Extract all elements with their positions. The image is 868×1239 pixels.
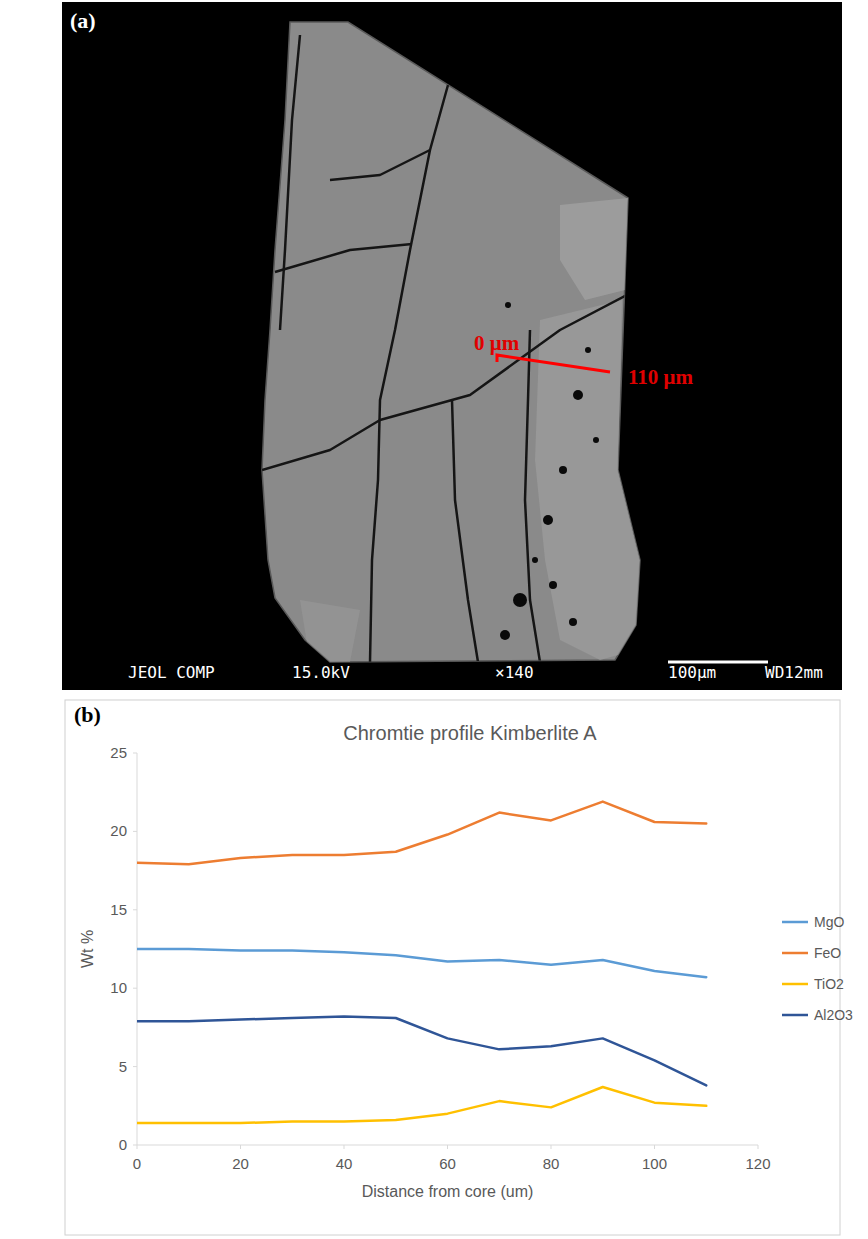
x-tick bbox=[447, 1145, 448, 1149]
figure: 0 μm 110 μm (a) JEOL COMP 15.0kV ×140 100μm WD1… bbox=[0, 0, 868, 1239]
info-bar-text: JEOL COMP bbox=[128, 663, 215, 682]
crack bbox=[452, 400, 478, 662]
info-bar-text: 15.0kV bbox=[292, 663, 350, 682]
info-bar-text: WD12mm bbox=[765, 663, 823, 682]
crack bbox=[370, 85, 448, 662]
scale-bar bbox=[668, 661, 768, 664]
inclusion bbox=[573, 390, 583, 400]
legend-swatch bbox=[782, 952, 808, 955]
y-axis-title: Wt % bbox=[79, 930, 96, 968]
x-tick bbox=[758, 1145, 759, 1149]
grain bbox=[262, 22, 640, 662]
x-tick-label: 100 bbox=[642, 1155, 667, 1172]
image-background bbox=[62, 2, 842, 690]
plot-area bbox=[137, 802, 706, 1123]
series-line bbox=[137, 802, 706, 865]
light-zone bbox=[560, 198, 628, 300]
y-tick-label: 0 bbox=[119, 1136, 127, 1153]
x-tick bbox=[654, 1145, 655, 1149]
legend-swatch bbox=[782, 1014, 808, 1017]
legend-swatch bbox=[782, 921, 808, 924]
image-panel: 0 μm 110 μm (a) JEOL COMP 15.0kV ×140 100μm WD1… bbox=[62, 2, 842, 690]
crack bbox=[280, 35, 300, 330]
y-tick-label: 10 bbox=[110, 979, 127, 996]
profile-start-label: 0 μm bbox=[474, 331, 520, 355]
profile-line bbox=[497, 355, 610, 372]
crack bbox=[330, 150, 430, 180]
y-tick bbox=[133, 1145, 137, 1146]
panel-label: (a) bbox=[70, 8, 96, 33]
inclusion bbox=[569, 618, 577, 626]
x-tick bbox=[240, 1145, 241, 1149]
y-tick bbox=[133, 753, 137, 754]
inclusion bbox=[585, 347, 591, 353]
inclusion bbox=[532, 557, 538, 563]
crack bbox=[262, 288, 640, 470]
inclusion bbox=[549, 581, 557, 589]
x-tick-label: 80 bbox=[543, 1155, 560, 1172]
chart-title: Chromtie profile Kimberlite A bbox=[343, 722, 597, 744]
x-tick-label: 40 bbox=[336, 1155, 353, 1172]
y-tick bbox=[133, 831, 137, 832]
panel-label: (b) bbox=[74, 702, 101, 727]
legend-label: FeO bbox=[814, 945, 841, 961]
inclusion bbox=[500, 630, 510, 640]
y-tick-label: 25 bbox=[110, 744, 127, 761]
light-zone bbox=[300, 600, 360, 662]
legend-swatch bbox=[782, 983, 808, 986]
info-bar-text: 100μm bbox=[668, 663, 716, 682]
x-axis-title: Distance from core (um) bbox=[362, 1183, 534, 1200]
profile-end-label: 110 μm bbox=[628, 365, 693, 389]
y-tick-label: 20 bbox=[110, 822, 127, 839]
x-tick bbox=[137, 1145, 138, 1149]
inclusion bbox=[559, 466, 567, 474]
inclusion bbox=[543, 515, 553, 525]
inclusion bbox=[513, 593, 527, 607]
x-tick-label: 120 bbox=[745, 1155, 770, 1172]
y-tick bbox=[133, 1066, 137, 1067]
crack bbox=[525, 330, 540, 662]
y-tick-label: 15 bbox=[110, 901, 127, 918]
info-bar-text: ×140 bbox=[495, 663, 534, 682]
legend-label: Al2O3 bbox=[814, 1007, 853, 1023]
chart-panel: (b) Chromtie profile Kimberlite A 0 5 10 15 20… bbox=[65, 700, 853, 1235]
x-tick-label: 20 bbox=[232, 1155, 249, 1172]
series-line bbox=[137, 1087, 706, 1123]
series-line bbox=[137, 1016, 706, 1085]
chart-frame bbox=[65, 700, 840, 1235]
legend-label: MgO bbox=[814, 914, 844, 930]
legend: MgO FeO TiO2 Al2O3 bbox=[782, 914, 853, 1023]
x-tick-label: 0 bbox=[133, 1155, 141, 1172]
y-tick bbox=[133, 909, 137, 910]
inclusion bbox=[505, 302, 511, 308]
x-tick-label: 60 bbox=[439, 1155, 456, 1172]
y-tick bbox=[133, 988, 137, 989]
inclusion bbox=[593, 437, 599, 443]
crack bbox=[275, 244, 412, 272]
legend-label: TiO2 bbox=[814, 976, 844, 992]
light-zone bbox=[535, 300, 640, 660]
x-tick bbox=[551, 1145, 552, 1149]
grain-features bbox=[262, 35, 640, 662]
series-line bbox=[137, 949, 706, 977]
y-tick-label: 5 bbox=[119, 1058, 127, 1075]
x-tick bbox=[344, 1145, 345, 1149]
